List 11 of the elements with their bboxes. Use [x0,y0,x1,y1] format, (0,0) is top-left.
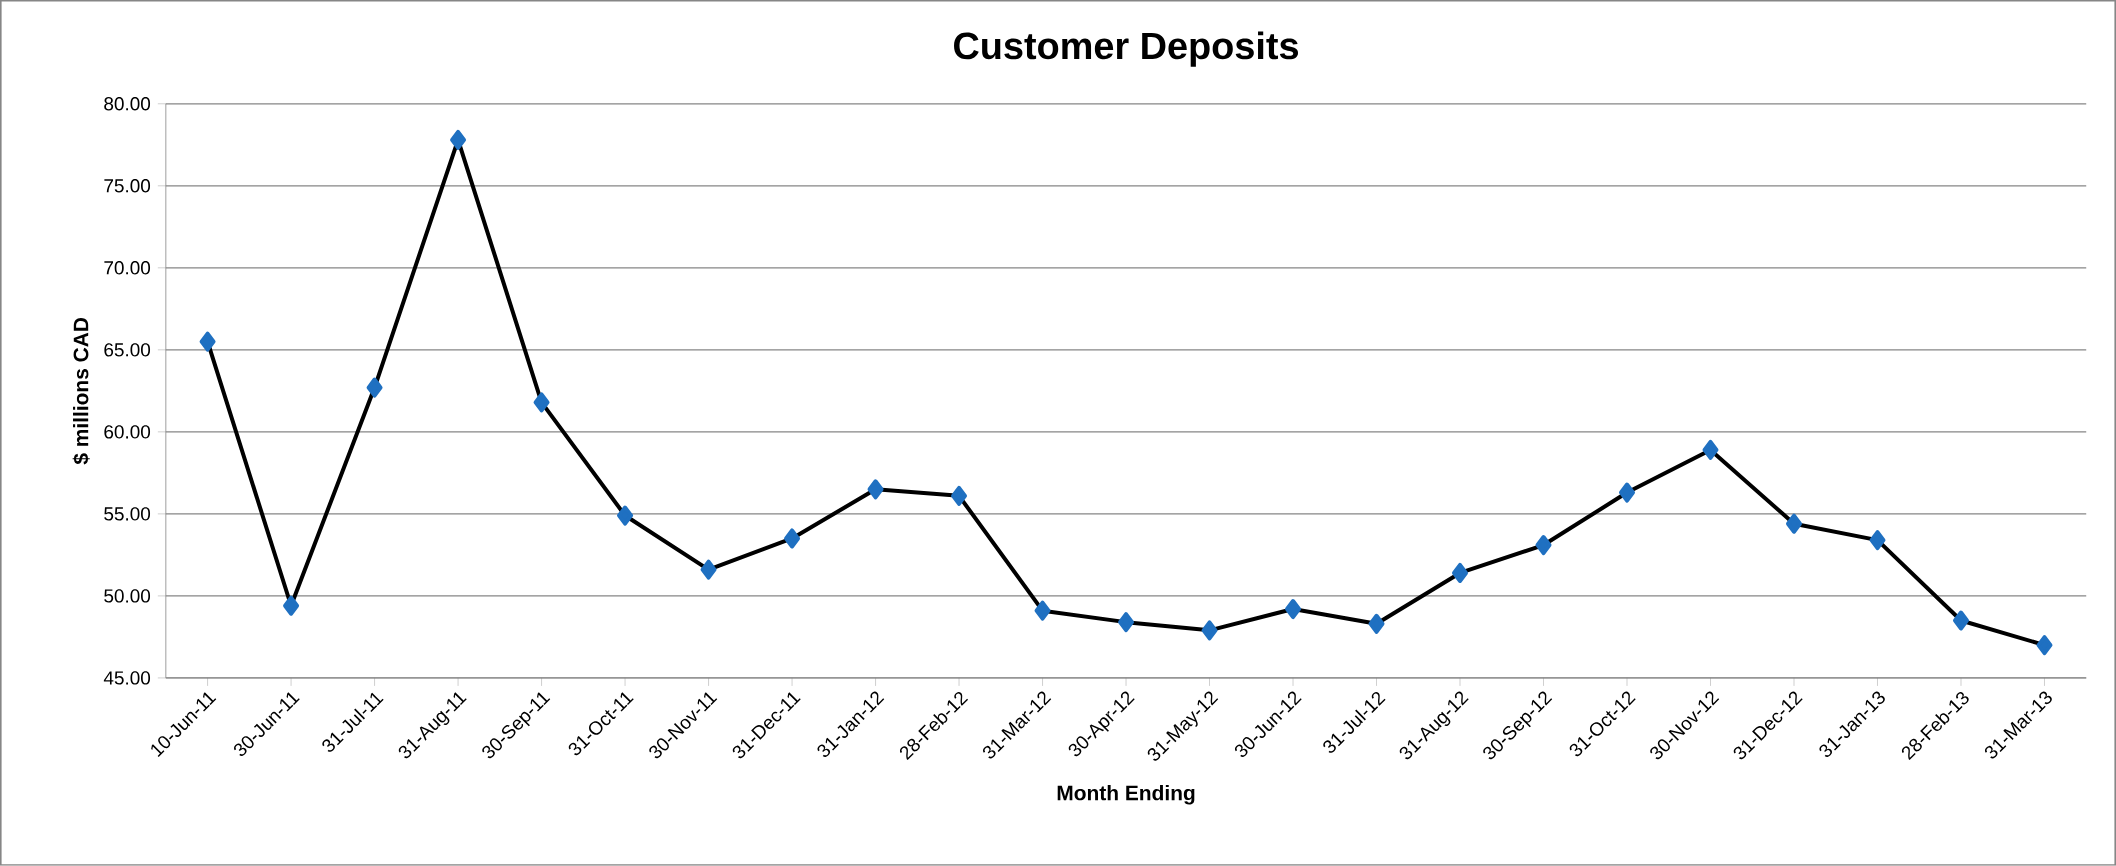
y-tick-label: 75.00 [104,179,151,193]
y-tick-label: 80.00 [104,97,151,111]
y-tick-label: 60.00 [104,425,151,439]
y-tick-label: 65.00 [104,343,151,357]
y-tick-label: 70.00 [104,261,151,275]
y-tick-label: 50.00 [104,589,151,603]
x-axis-title: Month Ending [1057,785,1195,805]
y-tick-label: 55.00 [104,507,151,521]
y-axis-title: $ millions CAD [72,318,90,465]
chart-title: Customer Deposits [954,31,1299,67]
y-tick-label: 45.00 [103,671,151,685]
